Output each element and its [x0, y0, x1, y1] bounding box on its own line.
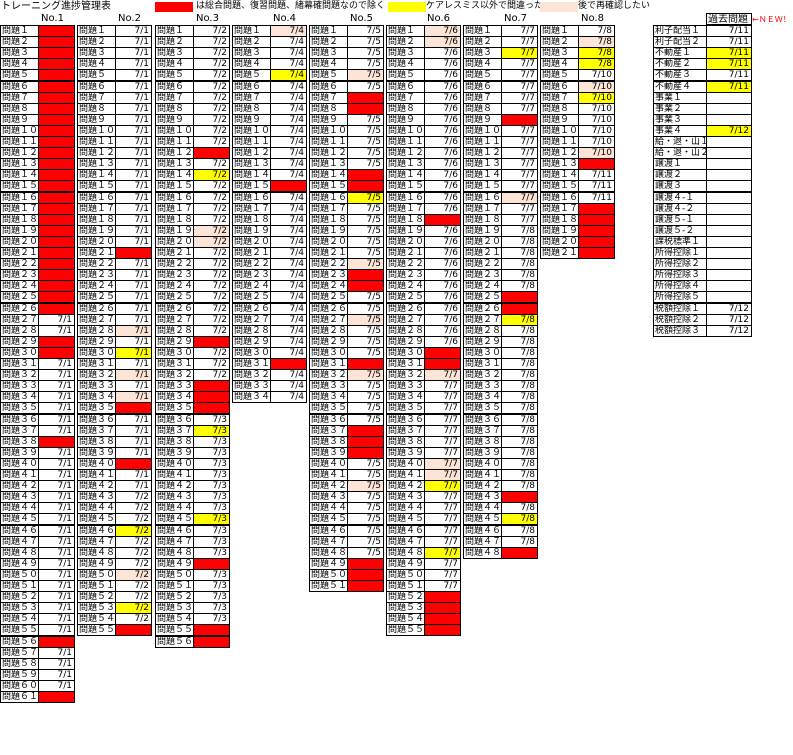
date-cell[interactable]: 7/10	[578, 80, 615, 93]
problem-label: 問題６１	[0, 691, 39, 703]
date-cell[interactable]	[193, 635, 230, 648]
legend-swatch	[155, 2, 193, 12]
legend-text: ケアレスミス以外で間違った	[426, 1, 544, 11]
column-header: No.4	[273, 13, 296, 24]
column-header: No.2	[118, 13, 141, 24]
column-header: No.1	[41, 13, 64, 24]
date-cell[interactable]	[424, 624, 461, 637]
legend-text: は総合問題、復習問題、緒幕確問題なので除く	[196, 1, 386, 11]
problem-label: 問題５５	[77, 624, 116, 637]
problem-label: 問題５５	[386, 624, 425, 637]
date-cell[interactable]	[501, 546, 538, 559]
date-cell[interactable]	[115, 624, 152, 637]
legend-swatch	[540, 2, 578, 12]
problem-label: 問題２１	[540, 247, 579, 259]
date-cell[interactable]	[38, 691, 75, 703]
date-cell[interactable]: 7/3	[193, 424, 230, 437]
sheet-title: トレーニング進捗管理表	[1, 1, 111, 12]
date-cell[interactable]: 7/4	[270, 69, 307, 82]
problem-label: 問題５１	[309, 580, 348, 592]
date-cell[interactable]: 7/4	[270, 391, 307, 404]
problem-label: 問題３４	[232, 391, 271, 404]
column-header: No.7	[504, 13, 527, 24]
column-header: No.8	[581, 13, 604, 24]
column-header: No.6	[427, 13, 450, 24]
legend-text: 後で再確認したい	[578, 1, 651, 11]
past-label: 税額控除３	[653, 324, 707, 337]
past-date-cell[interactable]: 7/12	[706, 324, 752, 337]
past-header: 過去問題	[706, 13, 752, 25]
problem-label: 問題５６	[155, 635, 194, 648]
column-header: No.5	[350, 13, 373, 24]
legend-swatch	[388, 2, 426, 12]
problem-label: 問題４８	[463, 546, 502, 559]
date-cell[interactable]	[578, 247, 615, 259]
date-cell[interactable]	[347, 580, 384, 592]
new-badge: ←ＮＥＷ！	[752, 15, 791, 24]
column-header: No.3	[196, 13, 219, 24]
